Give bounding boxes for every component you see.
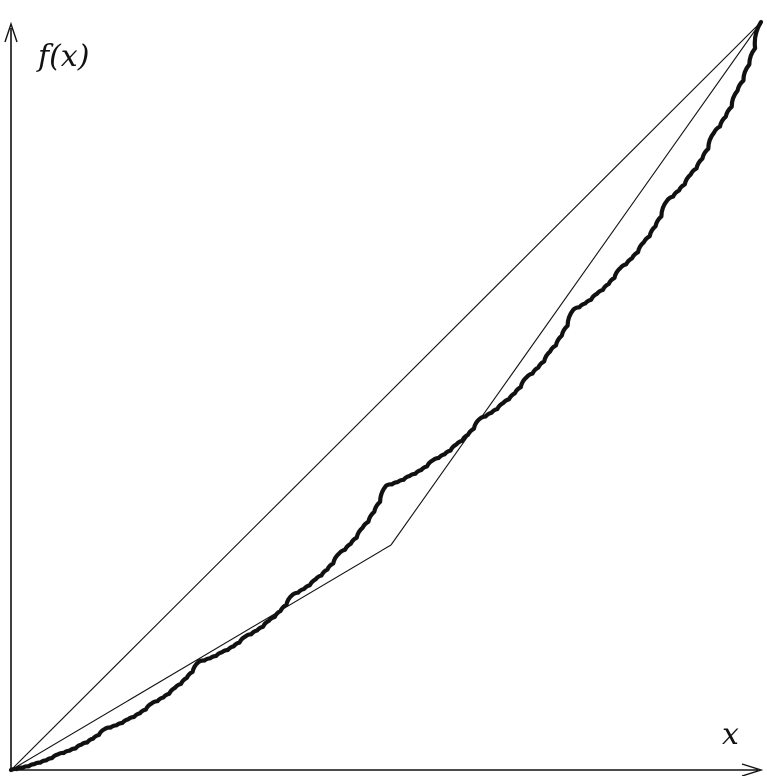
- y-axis-label: f(x): [36, 39, 89, 74]
- y-axis-arrowhead: [4, 21, 18, 43]
- x-axis-arrowhead: [741, 763, 764, 776]
- chord-full: [10, 21, 762, 771]
- chord-left: [10, 544, 392, 771]
- scalloped-curve: [8, 19, 764, 773]
- chord-right: [390, 21, 762, 546]
- x-axis-label: x: [722, 717, 739, 752]
